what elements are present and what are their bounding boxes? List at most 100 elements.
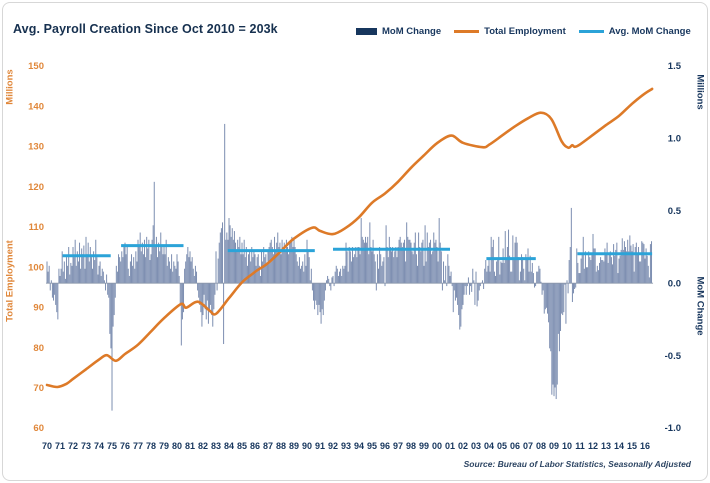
mom-bar — [587, 267, 589, 284]
x-axis-tick: 84 — [224, 441, 234, 451]
legend: MoM Change Total Employment Avg. MoM Cha… — [356, 26, 691, 37]
mom-bar — [602, 260, 604, 284]
mom-bar — [492, 239, 494, 284]
left-axis-tick-labels: 150 140 130 120 110 100 90 80 70 60 — [28, 61, 44, 434]
mom-bar — [151, 239, 153, 284]
mom-bar — [291, 236, 293, 284]
mom-bar — [77, 261, 79, 284]
mom-bar — [417, 265, 419, 284]
mom-bar — [459, 283, 461, 330]
mom-bar — [380, 254, 382, 284]
mom-bar — [107, 283, 109, 295]
mom-bar — [359, 254, 361, 284]
mom-bar — [190, 261, 192, 284]
avg-mom-change-swatch-icon — [578, 30, 604, 33]
mom-bar — [179, 283, 181, 305]
mom-bar — [586, 267, 588, 284]
mom-bar — [539, 268, 541, 284]
mom-bar — [531, 262, 533, 284]
x-axis-tick: 12 — [588, 441, 598, 451]
mom-bar — [141, 242, 143, 284]
x-axis-tick: 88 — [276, 441, 286, 451]
mom-bar — [133, 257, 135, 284]
mom-bar — [630, 245, 632, 284]
mom-bar — [177, 261, 179, 284]
x-axis-tick: 80 — [172, 441, 182, 451]
mom-bar — [583, 268, 585, 284]
mom-bar — [319, 283, 321, 313]
mom-bar — [76, 251, 78, 284]
x-axis-tick: 92 — [328, 441, 338, 451]
mom-bar — [590, 260, 592, 284]
mom-bar — [103, 280, 105, 284]
mom-bar — [329, 283, 331, 287]
mom-bar — [243, 239, 245, 284]
mom-bar — [321, 283, 323, 310]
mom-bar — [144, 239, 146, 284]
mom-bar — [593, 248, 595, 284]
x-axis-tick: 15 — [627, 441, 637, 451]
mom-bar — [622, 249, 624, 284]
mom-bar — [595, 271, 597, 284]
mom-bar — [385, 225, 387, 284]
mom-bar — [362, 239, 364, 284]
mom-bar — [356, 257, 358, 284]
mom-bar — [493, 271, 495, 284]
mom-bar — [318, 283, 320, 305]
mom-bar — [355, 247, 357, 284]
mom-bar — [97, 274, 99, 284]
mom-bar — [198, 283, 200, 298]
left-axis-tick: 60 — [33, 423, 44, 434]
left-axis-tick: 100 — [28, 262, 44, 273]
x-axis-tick: 82 — [198, 441, 208, 451]
mom-bar — [410, 242, 412, 284]
mom-bar — [216, 283, 218, 291]
mom-bar — [163, 247, 165, 284]
mom-bar — [342, 265, 344, 284]
mom-bar — [561, 283, 563, 314]
mom-bar — [346, 251, 348, 284]
mom-bar — [158, 242, 160, 284]
x-axis-tick: 02 — [458, 441, 468, 451]
mom-bar — [419, 247, 421, 284]
mom-bar — [328, 278, 330, 284]
legend-label: MoM Change — [382, 26, 442, 37]
mom-bar — [210, 283, 212, 305]
mom-bar — [332, 275, 334, 284]
x-axis-tick: 07 — [523, 441, 533, 451]
x-axis-tick: 81 — [185, 441, 195, 451]
mom-bar — [289, 242, 291, 284]
left-axis-tick: 70 — [33, 383, 44, 394]
mom-bar — [334, 271, 336, 284]
x-axis-tick: 14 — [614, 441, 624, 451]
mom-bar — [391, 251, 393, 284]
mom-bar — [573, 283, 575, 294]
mom-bar — [625, 247, 627, 284]
mom-bar — [357, 247, 359, 284]
mom-bar — [165, 239, 167, 284]
mom-bar — [535, 283, 537, 287]
mom-bar — [467, 277, 469, 284]
mom-bar — [192, 268, 194, 284]
mom-bar — [272, 254, 274, 284]
mom-bar — [599, 262, 601, 284]
x-axis-tick: 91 — [315, 441, 325, 451]
mom-bar — [160, 232, 162, 284]
mom-bar — [115, 265, 117, 284]
mom-bar — [371, 251, 373, 284]
mom-bar — [579, 273, 581, 284]
mom-bar — [199, 283, 201, 305]
mom-bar — [575, 283, 577, 288]
mom-bar — [287, 247, 289, 284]
mom-bar — [541, 283, 543, 295]
x-axis-tick: 10 — [562, 441, 572, 451]
mom-bar — [267, 251, 269, 284]
mom-bar — [137, 239, 139, 284]
x-axis-tick: 98 — [406, 441, 416, 451]
x-axis-tick: 04 — [484, 441, 494, 451]
mom-bar — [414, 232, 416, 284]
mom-bar — [277, 232, 279, 284]
mom-bar — [562, 283, 564, 316]
mom-bar — [259, 275, 261, 284]
mom-bar — [139, 232, 141, 284]
